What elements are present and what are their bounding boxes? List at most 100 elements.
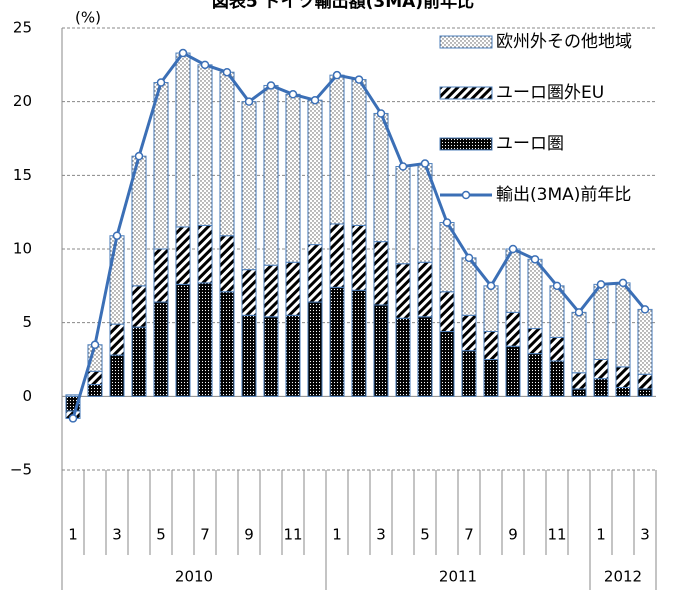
bar [483, 359, 499, 397]
bar [637, 373, 653, 390]
x-tick-label: 9 [508, 526, 518, 544]
line-marker [486, 281, 496, 291]
x-tick-label: 9 [244, 526, 254, 544]
y-tick-label: 0 [22, 387, 32, 405]
x-tick-label: 1 [596, 526, 606, 544]
line-marker [442, 218, 452, 227]
bar [373, 112, 389, 243]
legend-swatch [439, 35, 493, 49]
line-marker [134, 151, 144, 161]
bar [527, 258, 543, 330]
legend-label: 欧州外その他地域 [496, 32, 632, 52]
x-tick-label: 1 [332, 526, 342, 544]
bar [241, 269, 257, 316]
chart-title: 図表5 ドイツ輸出額(3MA)前年比 [212, 0, 474, 12]
bar [197, 282, 213, 397]
bar [637, 388, 653, 397]
bar [505, 311, 521, 347]
bar [505, 345, 521, 397]
bar [615, 366, 631, 388]
legend-swatch [439, 86, 493, 100]
line-marker [640, 305, 650, 314]
line-marker [156, 78, 166, 87]
bar [131, 326, 147, 397]
bar [615, 386, 631, 397]
bar [307, 99, 323, 246]
bar [351, 79, 367, 226]
bar [65, 394, 81, 397]
line-marker [244, 97, 254, 106]
bar [307, 301, 323, 397]
bar [417, 261, 433, 318]
line-marker [68, 414, 78, 423]
line-marker [618, 278, 628, 288]
bar [87, 384, 103, 397]
bar [307, 244, 323, 303]
bar [109, 235, 125, 325]
bar [263, 316, 279, 397]
bar [571, 311, 587, 374]
bar [351, 224, 367, 291]
bar [109, 354, 125, 397]
legend-label: ユーロ圏 [496, 134, 564, 154]
bar [527, 353, 543, 397]
bar [263, 264, 279, 318]
bar [439, 291, 455, 333]
bar [241, 314, 257, 397]
bar [439, 331, 455, 397]
y-tick-label: −5 [10, 461, 32, 479]
bar [285, 261, 301, 316]
x-tick-label: 5 [420, 526, 430, 544]
line-marker [266, 81, 276, 90]
bar [549, 336, 565, 362]
bar [461, 314, 477, 352]
bar [263, 84, 279, 266]
line-marker [288, 90, 298, 99]
bar [329, 286, 345, 397]
legend-label: 輸出(3MA)前年比 [496, 185, 631, 205]
bar [109, 323, 125, 356]
bar [197, 224, 213, 284]
x-group-label: 2011 [439, 568, 477, 586]
bar [615, 282, 631, 368]
line-marker [200, 60, 210, 70]
bar [175, 283, 191, 397]
bar [175, 52, 191, 228]
bar [373, 241, 389, 306]
line-marker [530, 255, 540, 264]
line-marker [574, 308, 584, 317]
bar [417, 316, 433, 397]
bar [461, 350, 477, 397]
bar [175, 226, 191, 285]
x-group-label: 2010 [175, 568, 213, 586]
bar [571, 388, 587, 397]
x-tick-label: 11 [283, 526, 302, 544]
line-marker [398, 162, 408, 171]
bar [329, 74, 345, 225]
bar [153, 301, 169, 397]
bar [373, 304, 389, 397]
y-tick-label: 20 [13, 92, 32, 110]
line-marker [508, 244, 518, 254]
bar [197, 64, 213, 226]
bar [219, 235, 235, 293]
bar [329, 223, 345, 288]
bar [285, 314, 301, 397]
bar [87, 370, 103, 386]
line-marker [376, 109, 386, 118]
legend-swatch [439, 137, 493, 151]
x-tick-label: 11 [547, 526, 566, 544]
x-group-label: 2012 [604, 568, 642, 586]
line-marker [222, 67, 232, 77]
bar [483, 331, 499, 360]
bar [395, 317, 411, 397]
bar [593, 359, 609, 380]
bar [637, 308, 653, 375]
legend-label: ユーロ圏外EU [496, 83, 604, 103]
line-marker [332, 70, 342, 80]
line-marker [90, 340, 100, 350]
line-marker [354, 75, 364, 84]
bar [351, 289, 367, 397]
line-marker [178, 48, 188, 58]
x-tick-label: 3 [112, 526, 122, 544]
